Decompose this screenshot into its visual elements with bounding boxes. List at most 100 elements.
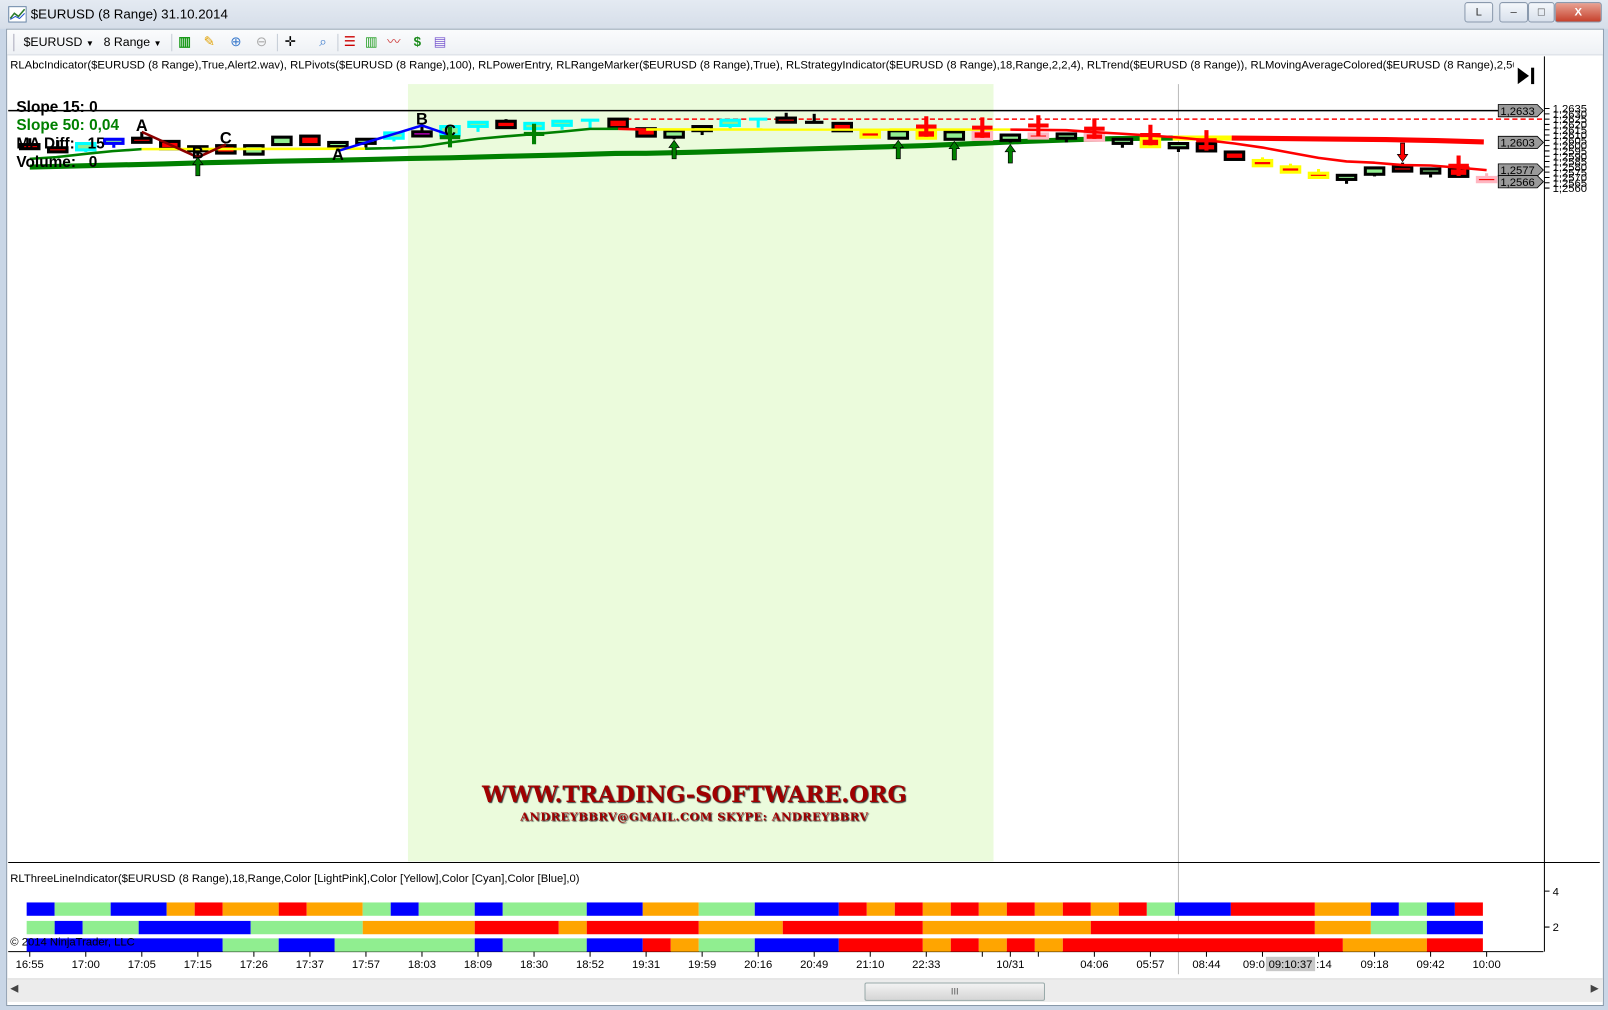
pencil-draw-icon[interactable]: ✎	[203, 33, 215, 50]
indicator-segment	[586, 920, 699, 935]
indicator-segment	[698, 920, 783, 935]
candle	[75, 141, 97, 153]
candle	[1363, 166, 1386, 177]
candle-body	[1279, 165, 1302, 174]
time-label: 22:33	[912, 959, 940, 971]
indicator-segment	[838, 938, 923, 952]
time-label: 17:26	[240, 959, 268, 971]
indicator-segment	[586, 902, 643, 916]
chevron-down-icon: ▼	[85, 38, 94, 49]
link-button[interactable]: L	[1464, 2, 1494, 23]
scroll-right-arrow-icon[interactable]: ▶	[1590, 983, 1599, 995]
indicator-segment	[922, 938, 951, 952]
candle-body	[663, 129, 685, 139]
time-label: 20:49	[800, 959, 828, 971]
zoom-in-icon[interactable]: ⊕	[230, 33, 242, 50]
price-marker-label: 1,2633	[1500, 106, 1534, 118]
indicator-segment	[54, 920, 83, 935]
candle	[1167, 141, 1190, 153]
lower-panel-label: RLThreeLineIndicator($EURUSD (8 Range),1…	[10, 872, 580, 886]
plus-signal-icon	[439, 126, 461, 148]
indicator-segment	[474, 920, 559, 935]
time-label: 09:42	[1416, 959, 1444, 971]
indicator-segment	[194, 902, 223, 916]
indicator-segment	[250, 920, 363, 935]
close-button[interactable]: X	[1554, 2, 1602, 23]
time-label: 17:05	[128, 959, 156, 971]
instrument-selector[interactable]: $EURUSD ▼	[24, 33, 94, 51]
strategies-icon[interactable]: ☰	[343, 33, 356, 50]
ma-fast-line	[365, 127, 619, 150]
minimize-button[interactable]: –	[1499, 2, 1529, 23]
ma-fast-line	[29, 147, 142, 161]
chart-style-icon[interactable]: ▥	[178, 33, 191, 50]
scroll-thumb[interactable]: III	[864, 982, 1045, 1001]
instrument-value: $EURUSD	[23, 34, 83, 50]
time-label: :14	[1316, 959, 1332, 971]
indicator-segment	[866, 902, 895, 916]
indicator-segment	[54, 902, 111, 916]
indicator-segment	[334, 938, 475, 952]
candle-body	[103, 137, 125, 145]
toolbar-grip[interactable]	[13, 33, 15, 52]
abc-label: B	[192, 144, 204, 162]
time-label: 09:0	[1243, 959, 1265, 971]
ma-slow-line	[1231, 135, 1484, 145]
scroll-to-end-icon-bar	[1531, 67, 1535, 85]
horizontal-scrollbar[interactable]: ◀ III ▶	[7, 978, 1603, 1002]
zoom-out-icon[interactable]: ⊖	[255, 33, 268, 50]
time-label: 18:09	[464, 959, 492, 971]
bar-chart-icon[interactable]: ▥	[364, 33, 378, 50]
candle	[1223, 150, 1246, 161]
maximize-button[interactable]: □	[1528, 2, 1555, 23]
indicator-tick-label: 2	[1553, 922, 1559, 934]
abc-label: A	[332, 146, 344, 164]
scroll-to-end-icon[interactable]	[1517, 67, 1530, 85]
price-tick-label: 1,2620	[1553, 120, 1587, 132]
candle	[1279, 163, 1302, 174]
indicator-segment	[26, 902, 55, 916]
period-selector[interactable]: 8 Range ▼	[104, 33, 162, 51]
candle-body	[775, 116, 797, 124]
indicator-segment	[1034, 902, 1063, 916]
arrow-up-icon	[1004, 143, 1017, 164]
scroll-left-arrow-icon[interactable]: ◀	[10, 983, 19, 995]
indicator-segment	[362, 902, 391, 916]
indicator-segment	[474, 938, 503, 952]
candle	[299, 134, 321, 147]
indicator-segment	[894, 902, 923, 916]
ma-diff-text: MA Diff: 15	[16, 135, 105, 153]
candle	[607, 117, 629, 130]
candle-body	[999, 133, 1022, 142]
properties-icon[interactable]: ▤	[433, 33, 447, 50]
ma-fast-line	[618, 127, 647, 131]
indicator-segment	[1426, 938, 1483, 952]
candle-body	[1307, 171, 1330, 179]
watermark: WWW.TRADING-SOFTWARE.ORG ANDREYBBRV@GMAI…	[482, 781, 907, 823]
time-label: 19:59	[688, 959, 716, 971]
indicators-icon[interactable]: 〰	[387, 33, 401, 50]
candle	[1111, 137, 1134, 148]
plus-signal-icon	[1084, 118, 1105, 139]
time-label: 17:57	[352, 959, 380, 971]
indicator-segment	[474, 902, 503, 916]
time-label: 04:06	[1080, 959, 1108, 971]
candle-body	[271, 135, 293, 147]
candle	[46, 140, 69, 154]
indicator-segment	[1006, 902, 1035, 916]
indicator-tick-label: 4	[1553, 886, 1559, 898]
indicator-label: RLAbcIndicator($EURUSD (8 Range),True,Al…	[10, 59, 1514, 72]
ma-fast-line	[1010, 128, 1487, 172]
price-tick-label: 1,2600	[1553, 141, 1587, 153]
data-box-icon[interactable]: ⌕	[319, 33, 327, 50]
time-label: 08:44	[1192, 959, 1220, 971]
candle-body	[1335, 173, 1358, 181]
candle-body	[1363, 166, 1386, 176]
chart-window-icon	[8, 6, 27, 23]
price-marker-label: 1,2603	[1500, 138, 1534, 150]
candle-body	[75, 141, 97, 152]
price-tick-label: 1,2580	[1553, 162, 1587, 174]
dollar-icon[interactable]: $	[413, 33, 422, 50]
crosshair-icon[interactable]: ✛	[284, 33, 296, 50]
